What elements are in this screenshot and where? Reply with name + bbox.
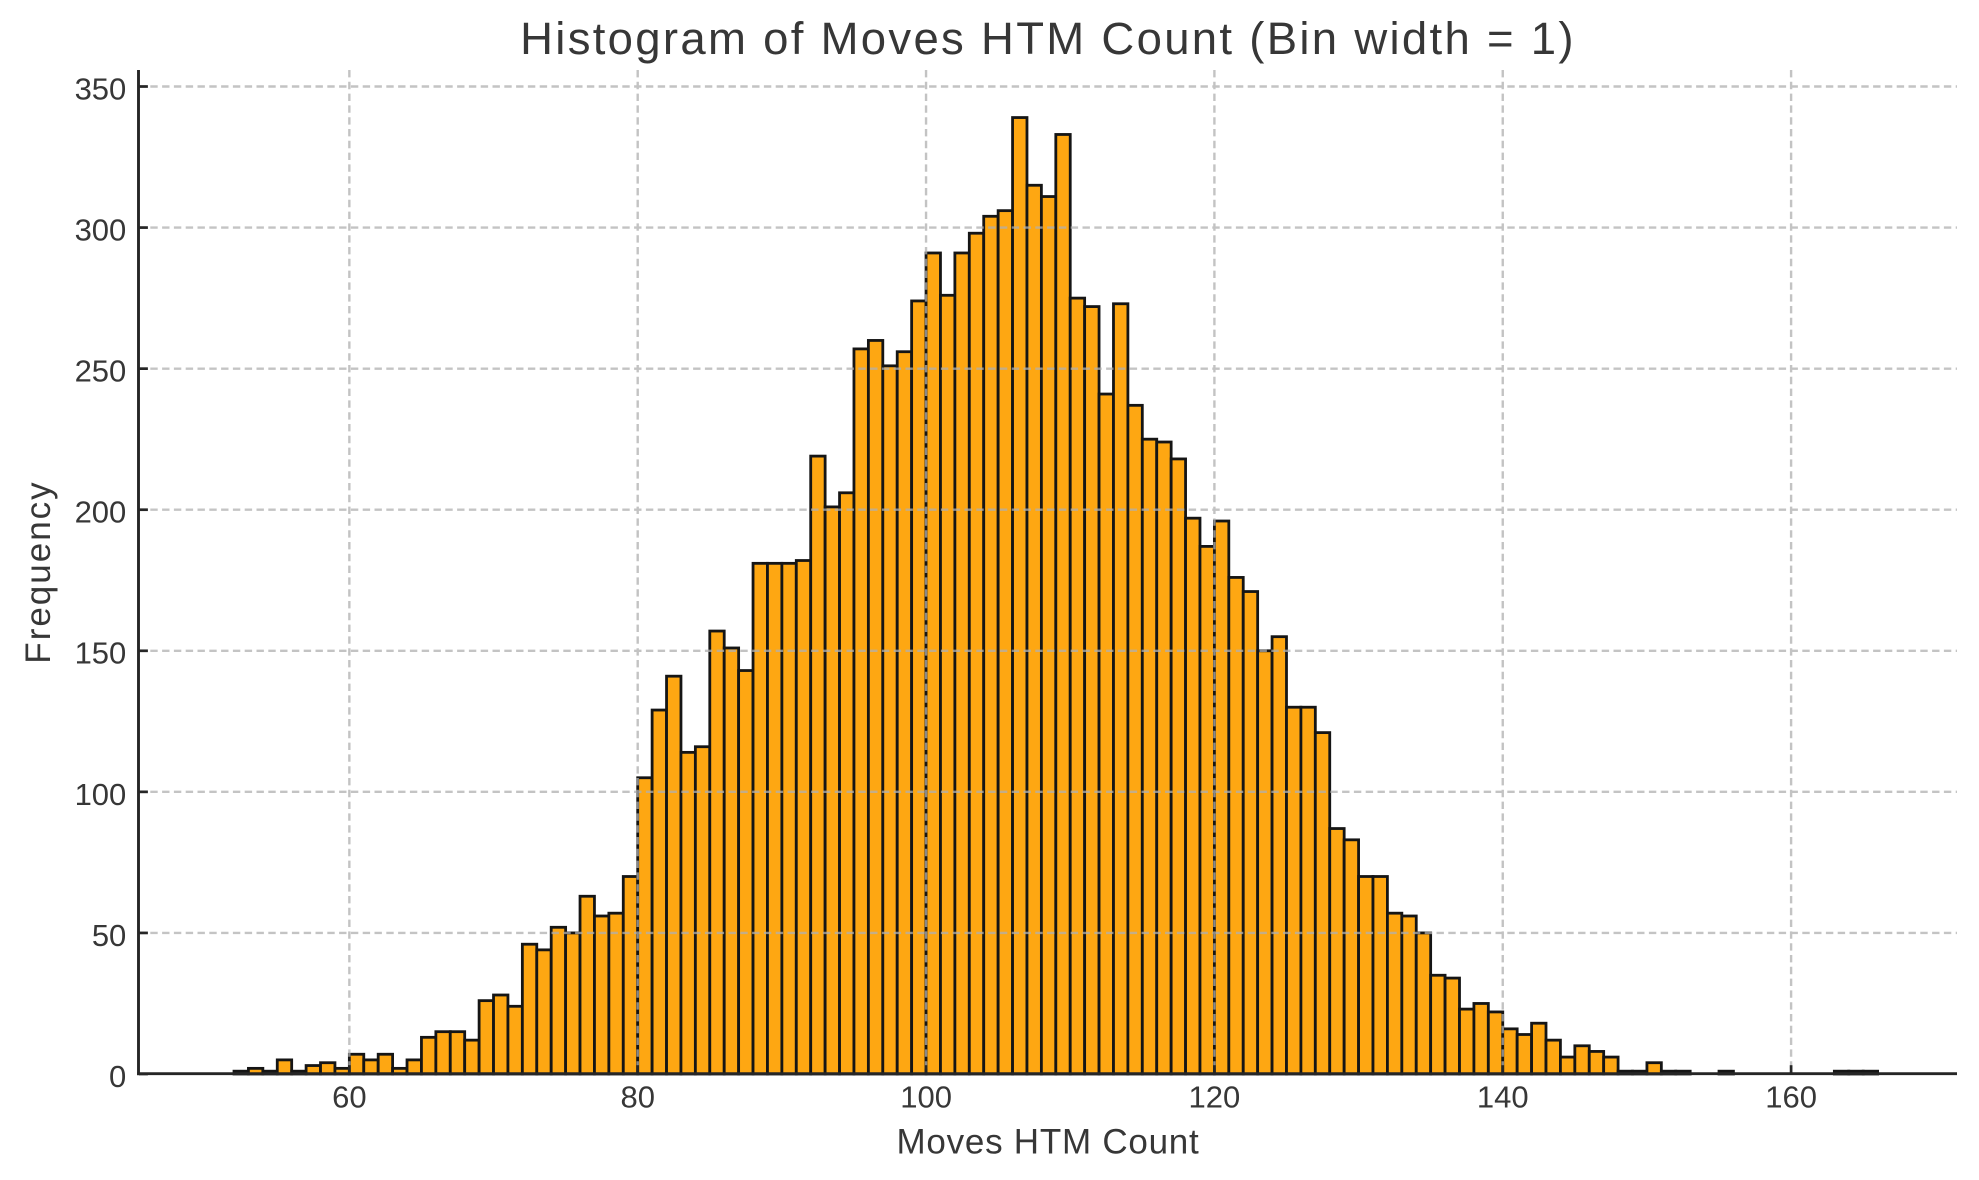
svg-text:120: 120 xyxy=(1189,1079,1241,1114)
svg-text:300: 300 xyxy=(75,213,127,248)
svg-text:150: 150 xyxy=(75,636,127,671)
svg-text:Frequency: Frequency xyxy=(19,480,58,663)
svg-text:80: 80 xyxy=(620,1079,654,1114)
svg-text:Moves HTM Count: Moves HTM Count xyxy=(897,1123,1200,1162)
svg-text:50: 50 xyxy=(92,918,126,953)
svg-text:100: 100 xyxy=(900,1079,952,1114)
svg-text:100: 100 xyxy=(75,777,127,812)
svg-text:140: 140 xyxy=(1477,1079,1529,1114)
svg-text:200: 200 xyxy=(75,495,127,530)
svg-text:60: 60 xyxy=(332,1079,366,1114)
svg-text:350: 350 xyxy=(75,71,127,106)
svg-text:250: 250 xyxy=(75,354,127,389)
svg-text:0: 0 xyxy=(109,1059,126,1094)
svg-text:160: 160 xyxy=(1765,1079,1817,1114)
svg-text:Histogram of Moves HTM Count (: Histogram of Moves HTM Count (Bin width … xyxy=(520,13,1576,64)
